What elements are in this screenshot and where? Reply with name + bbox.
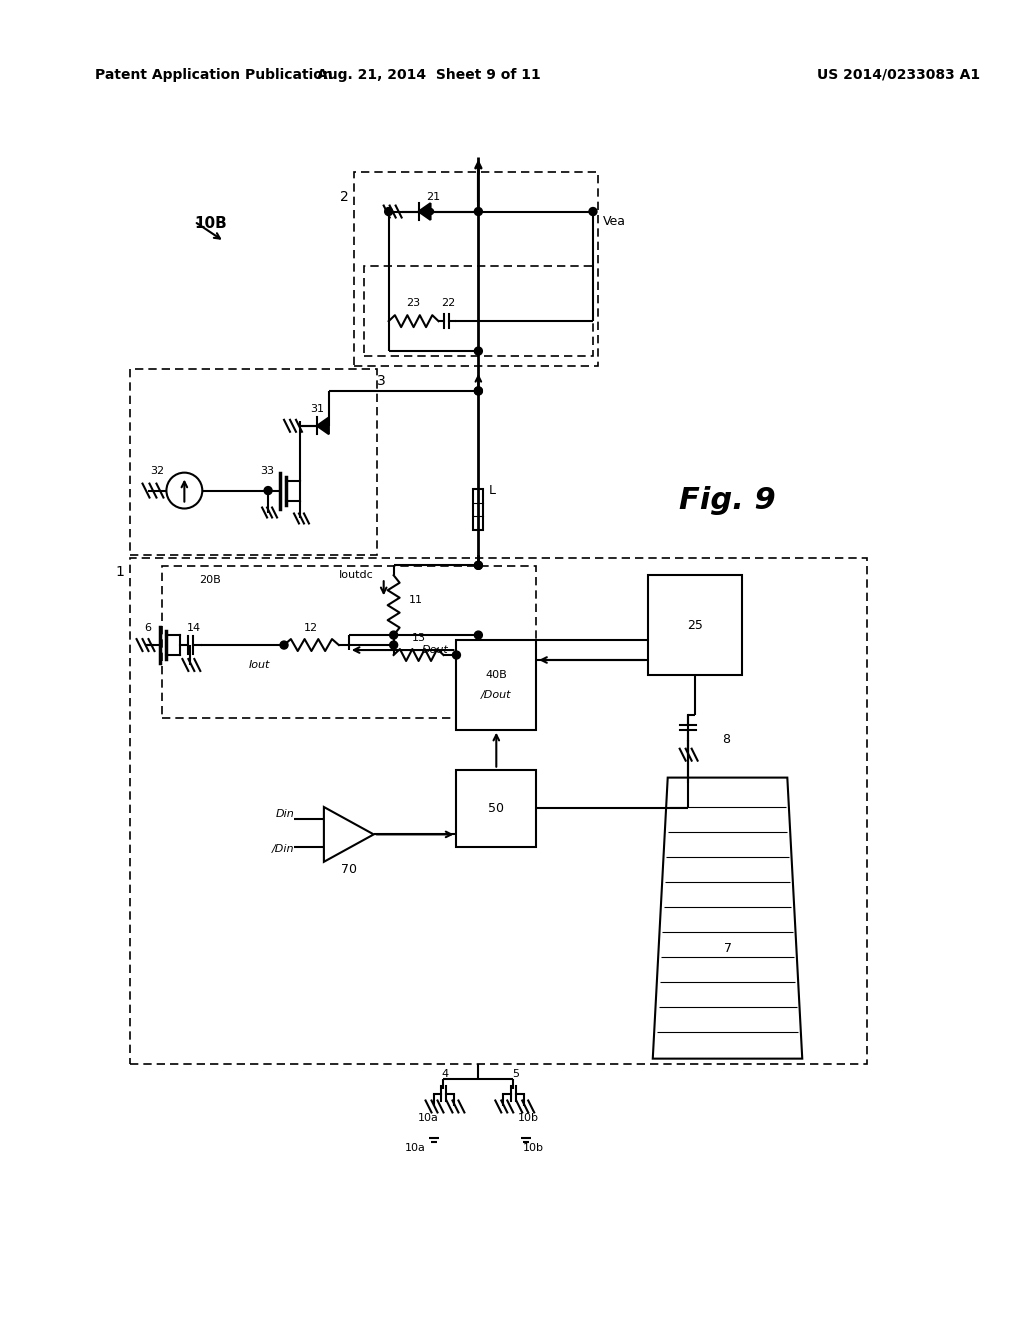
Circle shape [474,387,482,395]
Text: Aug. 21, 2014  Sheet 9 of 11: Aug. 21, 2014 Sheet 9 of 11 [316,69,541,82]
Bar [648,576,742,675]
Text: Vea: Vea [603,215,626,228]
Text: Patent Application Publication: Patent Application Publication [94,69,333,82]
Text: 13: 13 [412,634,426,643]
Text: 3: 3 [377,374,385,388]
Text: 14: 14 [187,623,202,634]
Text: Fig. 9: Fig. 9 [679,486,776,515]
Text: /Din: /Din [271,845,294,854]
Bar [353,172,598,366]
Text: L: L [488,484,496,498]
Circle shape [264,487,272,495]
Circle shape [474,347,482,355]
Text: 20B: 20B [200,576,221,585]
Text: 7: 7 [724,941,731,954]
Polygon shape [419,203,430,220]
Text: /Dout: /Dout [481,690,512,700]
Circle shape [474,561,482,569]
Bar [130,558,867,1064]
Bar [457,770,537,847]
Circle shape [474,207,482,215]
Text: 10b: 10b [522,1143,544,1154]
Text: 10b: 10b [518,1114,539,1123]
Text: 21: 21 [426,191,440,202]
Text: 22: 22 [441,298,456,308]
Bar [457,640,537,730]
Circle shape [428,209,433,215]
Text: 23: 23 [407,298,421,308]
Text: 25: 25 [687,619,703,631]
Bar [364,267,593,356]
Circle shape [474,387,482,395]
Text: 12: 12 [304,623,318,634]
Bar [130,370,377,556]
Circle shape [474,561,482,569]
Circle shape [390,631,397,639]
Circle shape [474,631,482,639]
Text: Din: Din [275,809,294,820]
Text: 10a: 10a [406,1143,426,1154]
Text: 10a: 10a [418,1114,439,1123]
Circle shape [385,207,392,215]
Text: 8: 8 [723,733,730,746]
Text: 5: 5 [512,1069,519,1078]
Circle shape [390,642,397,649]
Text: 10B: 10B [195,216,227,231]
Polygon shape [316,417,329,434]
Circle shape [453,651,461,659]
Circle shape [589,207,597,215]
Text: 2: 2 [340,190,349,203]
Text: Dout: Dout [422,645,449,655]
Text: Iout: Iout [249,660,269,671]
Text: 70: 70 [341,863,356,875]
Text: 31: 31 [310,404,324,414]
Bar [163,566,537,718]
Bar [473,488,483,531]
Circle shape [280,642,288,649]
Text: Ioutdc: Ioutdc [339,570,374,581]
Text: 40B: 40B [485,671,507,680]
Text: 4: 4 [442,1069,450,1078]
Text: 33: 33 [260,466,274,475]
Text: 50: 50 [488,803,504,814]
Text: 1: 1 [116,565,125,579]
Text: US 2014/0233083 A1: US 2014/0233083 A1 [817,69,980,82]
Text: 32: 32 [151,466,165,475]
Text: 6: 6 [144,623,152,634]
Text: 11: 11 [409,595,423,605]
